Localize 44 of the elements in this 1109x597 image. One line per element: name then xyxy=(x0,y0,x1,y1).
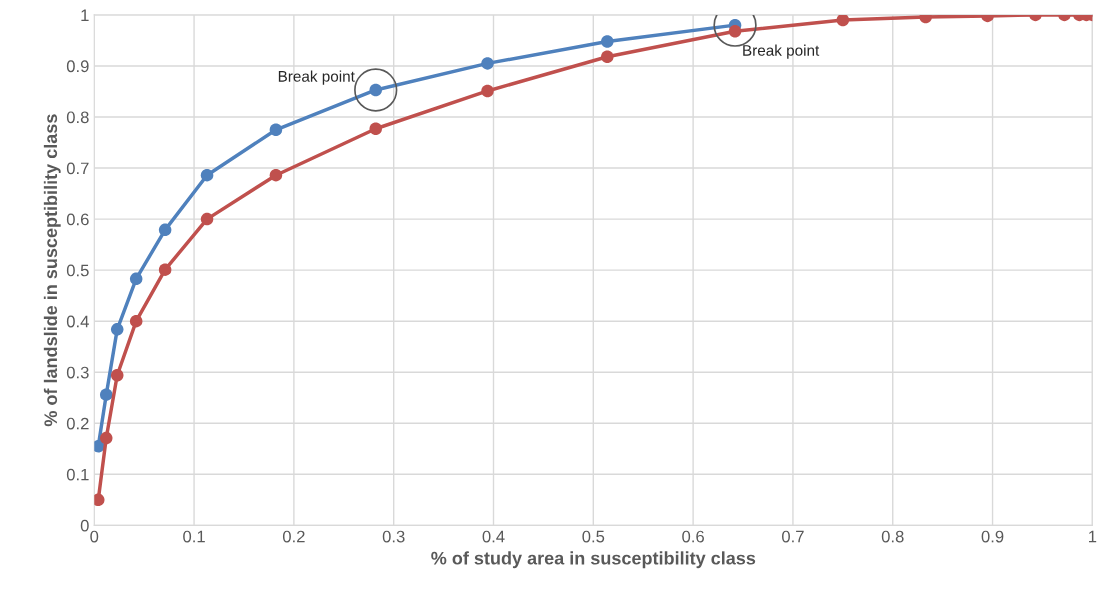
x-tick-label: 1 xyxy=(1089,530,1097,543)
x-tick-label: 0.9 xyxy=(981,530,1004,543)
point xyxy=(269,168,283,182)
y-tick-label: 0 xyxy=(80,519,89,532)
y-tick-label: 0.3 xyxy=(66,366,89,379)
y-tick-label: 0.8 xyxy=(66,111,89,124)
point xyxy=(481,84,494,98)
annotation: Break point xyxy=(278,70,355,85)
point xyxy=(110,369,124,382)
x-tick-label: 0.1 xyxy=(183,530,205,543)
y-tick-label: 0.1 xyxy=(66,468,89,481)
x-tick-label: 0.4 xyxy=(482,530,505,543)
point xyxy=(481,57,494,70)
x-tick-label: 0.3 xyxy=(382,530,405,543)
y-tick-label: 0.4 xyxy=(66,315,89,328)
y-tick-label: 1 xyxy=(81,9,89,21)
y-tick-label: 0.5 xyxy=(66,264,89,277)
x-tick-label: 0.6 xyxy=(682,530,704,543)
x-tick-label: 0.2 xyxy=(282,530,305,543)
x-tick-label: 0.8 xyxy=(881,530,904,543)
point xyxy=(601,50,614,64)
point xyxy=(601,35,614,48)
point xyxy=(200,212,214,226)
point xyxy=(99,431,113,445)
point xyxy=(99,388,113,401)
x-tick-label: 0.7 xyxy=(782,530,804,543)
point xyxy=(269,123,283,137)
point xyxy=(158,263,172,276)
point xyxy=(200,168,214,182)
y-tick-label: 0.2 xyxy=(66,417,89,430)
y-tick-label: 0.7 xyxy=(66,162,89,175)
annotation: Break point xyxy=(743,44,820,59)
point xyxy=(158,223,172,237)
x-tick-label: 0 xyxy=(90,530,99,543)
point xyxy=(129,314,143,328)
y-tick-label: 0.6 xyxy=(66,213,89,226)
y-tick-label: 0.9 xyxy=(66,60,89,73)
x-tick-label: 0.5 xyxy=(582,530,605,543)
point xyxy=(836,14,850,27)
x-axis-title: % of study area in susceptibility class xyxy=(431,551,756,569)
y-axis-title: % of landslide in susceptibility class xyxy=(43,114,61,427)
point xyxy=(110,323,124,336)
point xyxy=(129,272,143,286)
point xyxy=(369,122,382,135)
